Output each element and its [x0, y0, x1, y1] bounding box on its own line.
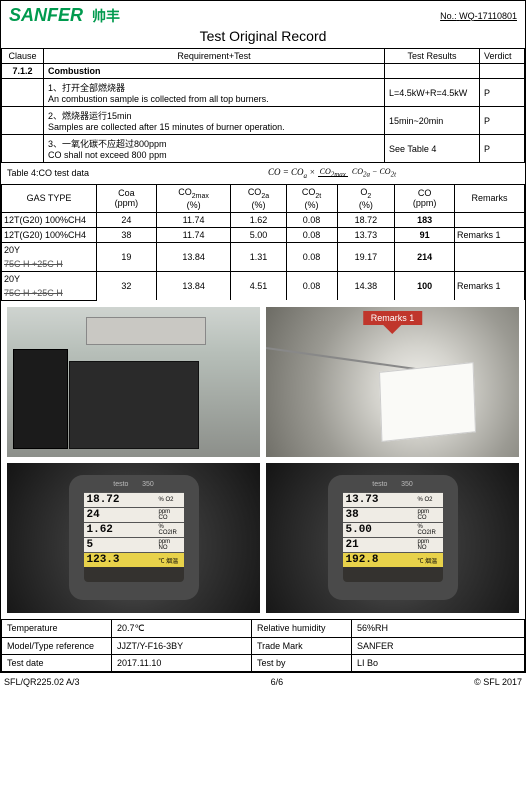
table-row: 20Y 19 13.84 1.31 0.08 19.17 214	[2, 242, 525, 257]
col-o2: O2(%)	[337, 184, 395, 212]
model-label: Model/Type reference	[2, 637, 112, 654]
table-row: 12T(G20) 100%CH4 38 11.74 5.00 0.08 13.7…	[2, 227, 525, 242]
testby-label: Test by	[252, 654, 352, 671]
photo-meter-2: testo 350 13.73% O2 38ppm CO 5.00% CO2IR…	[266, 463, 519, 613]
model-value: JJZT/Y-F16-3BY	[112, 637, 252, 654]
footer-info-table: Temperature 20.7℃ Relative humidity 56%R…	[1, 619, 525, 672]
rh-label: Relative humidity	[252, 619, 352, 637]
col-req: Requirement+Test	[44, 49, 385, 64]
col-verdict: Verdict	[480, 49, 525, 64]
table-row: 12T(G20) 100%CH4 24 11.74 1.62 0.08 18.7…	[2, 212, 525, 227]
temp-value: 20.7℃	[112, 619, 252, 637]
photo-grid: Remarks 1 testo 350 18.72% O2 24ppm CO 1…	[1, 301, 525, 619]
doc-number: No.: WQ-17110801	[440, 11, 517, 21]
col-coa: Coa(ppm)	[97, 184, 157, 212]
remarks-callout: Remarks 1	[363, 311, 423, 325]
trademark-label: Trade Mark	[252, 637, 352, 654]
col-clause: Clause	[2, 49, 44, 64]
photo-oven	[7, 307, 260, 457]
co-formula: CO = COa × CO2max CO2a − CO2t	[141, 163, 525, 184]
col-co2max: CO2max(%)	[156, 184, 231, 212]
req-row: 1、打开全部燃烧器 An combustion sample is collec…	[44, 79, 385, 107]
page-title: Test Original Record	[1, 26, 525, 48]
col-results: Test Results	[385, 49, 480, 64]
section-name: Combustion	[44, 64, 385, 79]
requirements-table: Clause Requirement+Test Test Results Ver…	[1, 48, 525, 163]
meter-screen: 13.73% O2 38ppm CO 5.00% CO2IR 21ppm NO …	[343, 492, 443, 582]
rh-value: 56%RH	[352, 619, 525, 637]
col-gas: GAS TYPE	[2, 184, 97, 212]
date-value: 2017.11.10	[112, 654, 252, 671]
co-table-caption: Table 4:CO test data	[1, 164, 141, 182]
page-footer: SFL/QR225.02 A/3 6/6 © SFL 2017	[0, 673, 526, 687]
temp-label: Temperature	[2, 619, 112, 637]
footer-center: 6/6	[271, 677, 284, 687]
req-row: 3、一氧化碳不应超过800ppm CO shall not exceed 800…	[44, 135, 385, 163]
req-row: 2、燃烧器运行15min Samples are collected after…	[44, 107, 385, 135]
footer-right: © SFL 2017	[474, 677, 522, 687]
trademark-value: SANFER	[352, 637, 525, 654]
brand-en: SANFER	[9, 5, 83, 25]
clause-num: 7.1.2	[2, 64, 44, 79]
col-co2t: CO2t(%)	[286, 184, 337, 212]
table-row: 20Y 32 13.84 4.51 0.08 14.38 100 Remarks…	[2, 271, 525, 286]
photo-sample: Remarks 1	[266, 307, 519, 457]
testby-value: LI Bo	[352, 654, 525, 671]
col-remarks: Remarks	[455, 184, 525, 212]
footer-left: SFL/QR225.02 A/3	[4, 677, 80, 687]
photo-meter-1: testo 350 18.72% O2 24ppm CO 1.62% CO2IR…	[7, 463, 260, 613]
brand-cn: 帅丰	[92, 8, 120, 24]
col-co2a: CO2a(%)	[231, 184, 286, 212]
col-co: CO(ppm)	[395, 184, 455, 212]
meter-screen: 18.72% O2 24ppm CO 1.62% CO2IR 5ppm NO 1…	[84, 492, 184, 582]
date-label: Test date	[2, 654, 112, 671]
co-data-table: GAS TYPE Coa(ppm) CO2max(%) CO2a(%) CO2t…	[1, 184, 525, 301]
